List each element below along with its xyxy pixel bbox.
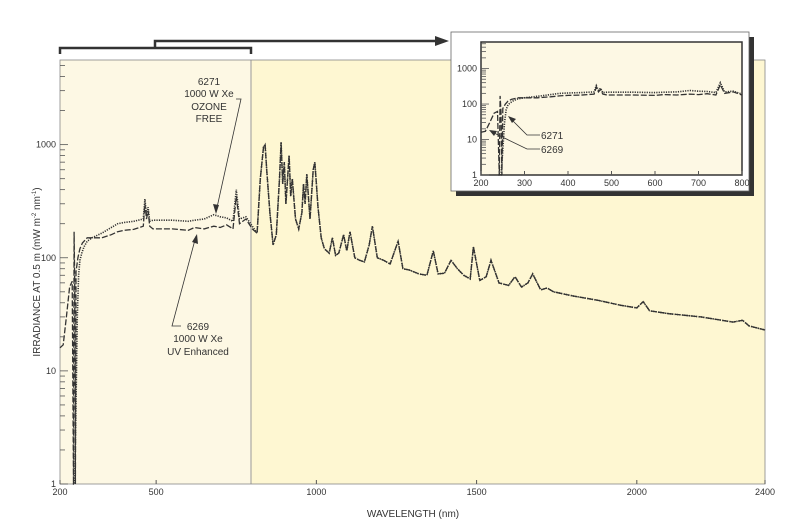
- x-axis-label: WAVELENGTH (nm): [367, 509, 459, 520]
- inset-leader-6269: [491, 131, 540, 150]
- inset-leader-6271: [509, 117, 540, 136]
- inset-x-tick-label: 300: [517, 178, 532, 188]
- inset-y-tick-label: 10: [467, 135, 477, 145]
- annotation-6269-leader: [171, 235, 197, 327]
- y-tick-label: 10: [46, 366, 56, 376]
- inset-x-tick-label: 700: [691, 178, 706, 188]
- series-6271: [72, 142, 766, 485]
- zoom-bracket: [58, 39, 440, 54]
- annotation-6269-arrowhead: [192, 234, 198, 244]
- annotation-6269-line: 1000 W Xe: [173, 334, 223, 345]
- annotation-6271: 6271 1000 W Xe OZONE FREE: [184, 77, 234, 125]
- annotation-6271-line: 6271: [198, 77, 221, 88]
- annotation-6271-arrowhead: [213, 204, 219, 214]
- y-axis-label: IRRADIANCE AT 0.5 m (mW m-2 nm-1): [32, 187, 43, 356]
- annotation-6271-line: OZONE: [191, 102, 227, 113]
- annotation-6269-line: UV Enhanced: [167, 347, 229, 358]
- inset-plot-bg: [480, 41, 743, 176]
- inset-x-tick-label: 200: [473, 178, 488, 188]
- x-tick-label: 500: [149, 487, 164, 497]
- inset-y-tick-label: 1000: [457, 64, 477, 74]
- y-axis-label-mid: nm: [32, 196, 43, 213]
- x-tick-label: 200: [52, 487, 67, 497]
- y-tick-label: 1: [51, 479, 56, 489]
- zoom-arrow-head: [435, 36, 449, 46]
- y-tick-label: 1000: [36, 140, 56, 150]
- inset-x-tick-label: 500: [604, 178, 619, 188]
- inset-y-tick-label: 1: [472, 170, 477, 180]
- inset-arrowhead-6269: [489, 130, 497, 136]
- y-tick-label: 100: [41, 253, 56, 263]
- y-axis-label-sup1: -2: [32, 212, 38, 218]
- plot-bg-uv: [60, 60, 251, 484]
- x-tick-label: 1500: [467, 487, 487, 497]
- inset-x-tick-label: 400: [560, 178, 575, 188]
- inset-series-6271: [498, 80, 743, 176]
- inset-series-6269: [480, 83, 743, 176]
- y-axis-label-main: IRRADIANCE AT 0.5 m (mW m: [32, 218, 43, 357]
- annotation-6269: 6269 1000 W Xe UV Enhanced: [167, 322, 229, 358]
- inset-label-6271: 6271: [541, 131, 564, 142]
- inset-y-tick-label: 100: [462, 99, 477, 109]
- annotation-6271-line: 1000 W Xe: [184, 89, 234, 100]
- plot-frame: [59, 59, 766, 485]
- y-axis-label-end: ): [32, 187, 43, 190]
- inset-x-tick-label: 600: [647, 178, 662, 188]
- inset-label-6269: 6269: [541, 145, 564, 156]
- inset-x-tick-label: 800: [734, 178, 749, 188]
- y-axis-label-sup2: -1: [32, 190, 38, 196]
- x-tick-label: 2400: [755, 487, 775, 497]
- annotation-6269-line: 6269: [187, 322, 210, 333]
- inset-chart: 200 300 400 500 600 700 800 1 10 100 1000 6271 626…: [450, 31, 754, 196]
- inset-arrowhead-6271: [508, 116, 516, 123]
- x-tick-label: 1000: [306, 487, 326, 497]
- annotation-6271-leader: [215, 98, 242, 213]
- x-tick-label: 2000: [627, 487, 647, 497]
- annotation-6271-line: FREE: [196, 114, 223, 125]
